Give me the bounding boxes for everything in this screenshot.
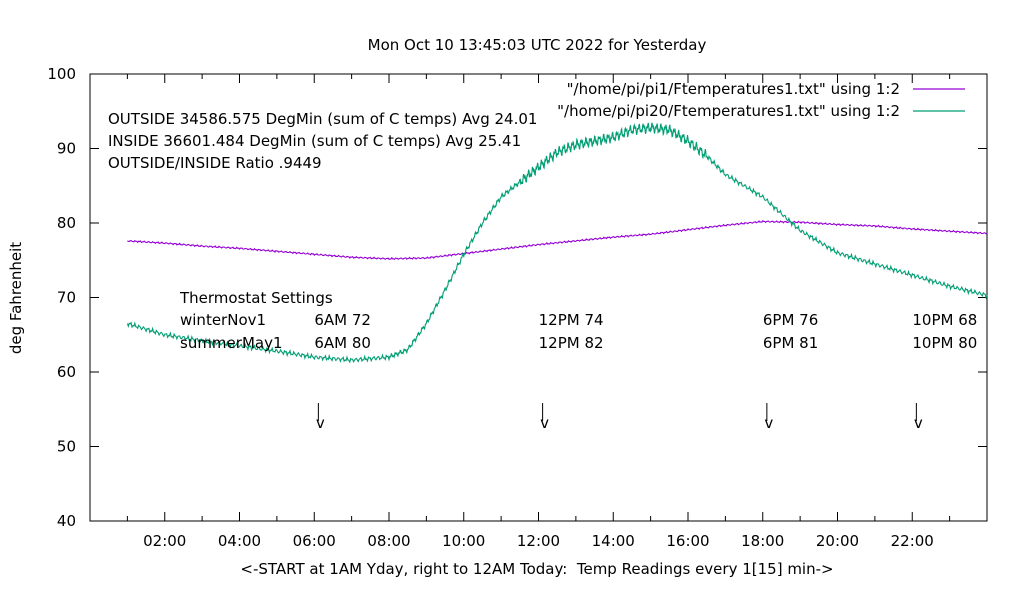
thermostat-row-label-winter: winterNov1 — [180, 311, 266, 329]
x-tick-label: 16:00 — [666, 532, 709, 550]
x-tick-label: 10:00 — [442, 532, 485, 550]
thermostat-setting: 10PM 80 — [912, 334, 977, 352]
series-line-2 — [126, 122, 988, 364]
x-tick-label: 18:00 — [741, 532, 784, 550]
thermostat-setting: 6AM 80 — [314, 334, 371, 352]
series-line-1 — [127, 220, 988, 261]
marker-arrow: v — [914, 414, 923, 432]
marker-arrow: v — [764, 414, 773, 432]
stats-annotations: OUTSIDE 34586.575 DegMin (sum of C temps… — [108, 110, 537, 172]
legend-label-2: "/home/pi/pi20/Ftemperatures1.txt" using… — [557, 102, 900, 120]
x-tick-label: 06:00 — [293, 532, 336, 550]
y-tick-label: 40 — [57, 512, 76, 530]
y-axis: 40 50 60 70 80 90 100 — [47, 65, 987, 530]
thermostat-setting: 10PM 68 — [912, 311, 977, 329]
y-tick-label: 70 — [57, 289, 76, 307]
x-axis: 02:00 04:00 06:00 08:00 10:00 12:00 14:00 16:00… — [126, 74, 951, 550]
x-tick-label: 20:00 — [816, 532, 859, 550]
thermostat-setting: 6PM 81 — [763, 334, 818, 352]
x-tick-label: 22:00 — [891, 532, 934, 550]
y-tick-label: 80 — [57, 214, 76, 232]
x-tick-label: 14:00 — [592, 532, 635, 550]
x-axis-label: <-START at 1AM Yday, right to 12AM Today… — [240, 560, 833, 578]
thermostat-row-label-summer: summerMay1 — [180, 334, 283, 352]
y-tick-label: 60 — [57, 363, 76, 381]
thermostat-setting: 12PM 74 — [539, 311, 604, 329]
legend-label-1: "/home/pi/pi1/Ftemperatures1.txt" using … — [567, 80, 900, 98]
marker-arrow: v — [540, 414, 549, 432]
y-tick-label: 100 — [47, 65, 76, 83]
thermostat-title: Thermostat Settings — [179, 289, 333, 307]
series-layer — [126, 122, 988, 364]
thermostat-setting: 6PM 76 — [763, 311, 818, 329]
x-tick-label: 02:00 — [143, 532, 186, 550]
annotation-outside: OUTSIDE 34586.575 DegMin (sum of C temps… — [108, 110, 537, 128]
thermostat-setting: 6AM 72 — [314, 311, 371, 329]
x-tick-label: 04:00 — [218, 532, 261, 550]
annotation-ratio: OUTSIDE/INSIDE Ratio .9449 — [108, 154, 322, 172]
x-tick-label: 08:00 — [367, 532, 410, 550]
thermostat-setting: 12PM 82 — [539, 334, 604, 352]
y-tick-label: 50 — [57, 438, 76, 456]
legend: "/home/pi/pi1/Ftemperatures1.txt" using … — [557, 80, 965, 120]
y-axis-label: deg Fahrenheit — [7, 242, 25, 354]
thermostat-settings: Thermostat Settings winterNov1 summerMay… — [179, 289, 977, 352]
y-tick-label: 90 — [57, 140, 76, 158]
marker-arrow: v — [316, 414, 325, 432]
x-tick-label: 12:00 — [517, 532, 560, 550]
chart-title: Mon Oct 10 13:45:03 UTC 2022 for Yesterd… — [368, 36, 707, 54]
annotation-inside: INSIDE 36601.484 DegMin (sum of C temps)… — [108, 132, 521, 150]
